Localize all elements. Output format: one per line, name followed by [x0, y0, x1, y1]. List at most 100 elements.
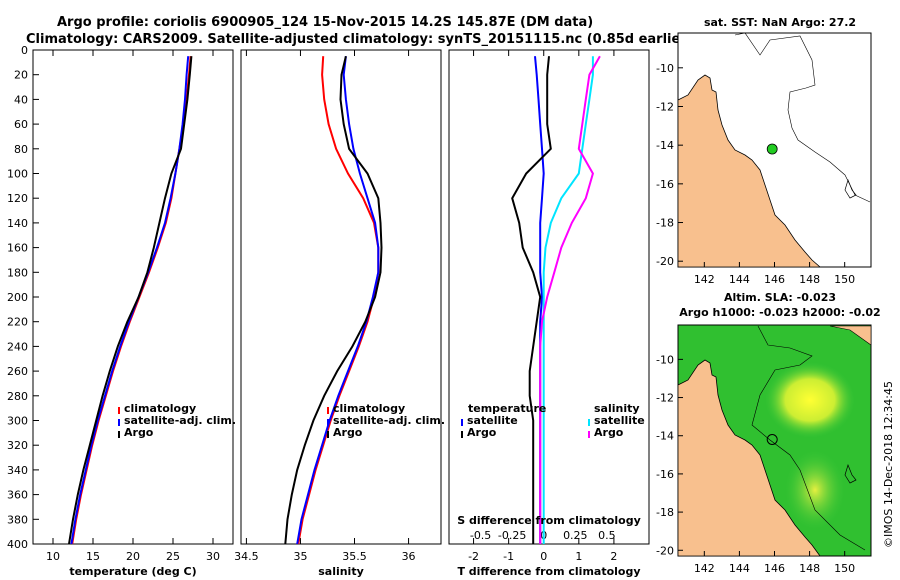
- temp-y-tick-label: 80: [14, 143, 28, 156]
- temp-y-tick-label: 300: [7, 415, 28, 428]
- map-x-tick-label: 144: [729, 273, 750, 286]
- map-y-tick-label: -10: [656, 62, 674, 75]
- difference-x-ticks: -2 -1 0 1 2: [468, 50, 617, 563]
- sla-map-title-1: Altim. SLA: -0.023: [724, 291, 836, 304]
- temperature-panel: 10 15 20 25 30 0 20 40 60 80 100 120 140 160 180 200 22…: [7, 44, 236, 578]
- temp-y-tick-label: 340: [7, 464, 28, 477]
- map-y-tick-label: -20: [656, 544, 674, 557]
- series-s-satellite: [542, 56, 594, 544]
- series-t-argo: [511, 56, 552, 544]
- sst-map-reef-island: [844, 178, 857, 199]
- title-line-2: Climatology: CARS2009. Satellite-adjuste…: [26, 32, 693, 47]
- temp-y-tick-label: 60: [14, 118, 28, 131]
- temp-y-tick-label: 120: [7, 192, 28, 205]
- temp-x-tick-label: 10: [46, 550, 60, 563]
- temp-y-tick-label: 180: [7, 266, 28, 279]
- sla-map-secondary-anomaly: [785, 450, 845, 530]
- temp-y-tick-label: 400: [7, 538, 28, 551]
- diff-secondary-tick-label: 0.5: [598, 529, 616, 542]
- temp-y-tick-label: 100: [7, 168, 28, 181]
- diff-x-tick-label: -2: [468, 550, 479, 563]
- map-y-tick-label: -14: [656, 139, 674, 152]
- map-x-tick-label: 146: [764, 273, 785, 286]
- legend-title-salinity: salinity: [594, 402, 640, 415]
- temp-y-tick-label: 380: [7, 513, 28, 526]
- temperature-x-label: temperature (deg C): [69, 565, 196, 578]
- diff-legend-label-t-argo: Argo: [467, 426, 497, 439]
- diff-x-tick-label: 2: [610, 550, 617, 563]
- map-x-tick-label: 142: [694, 562, 715, 575]
- sal-x-tick-label: 36: [402, 550, 416, 563]
- temp-y-tick-label: 200: [7, 291, 28, 304]
- sal-x-tick-label: 35: [293, 550, 307, 563]
- temp-x-tick-label: 20: [126, 550, 140, 563]
- diff-secondary-tick-label: -0.25: [498, 529, 526, 542]
- difference-lines: [511, 55, 601, 544]
- difference-secondary-x-label: S difference from climatology: [457, 514, 641, 527]
- sst-map: sat. SST: NaN Argo: 27.2 142 144 146 148 150…: [656, 16, 872, 286]
- map-x-tick-label: 150: [834, 273, 855, 286]
- sal-legend-label-satellite: satellite-adj. clim.: [333, 414, 445, 427]
- temp-x-tick-label: 25: [166, 550, 180, 563]
- sla-map-title-2: Argo h1000: -0.023 h2000: -0.02: [679, 306, 880, 319]
- diff-secondary-tick-label: -0.5: [470, 529, 491, 542]
- temp-y-tick-label: 240: [7, 340, 28, 353]
- map-y-tick-label: -12: [656, 392, 674, 405]
- diff-secondary-tick-label: 0.25: [563, 529, 588, 542]
- map-y-tick-label: -20: [656, 255, 674, 268]
- temp-y-tick-label: 20: [14, 69, 28, 82]
- diff-legend-label-s-satellite: satellite: [594, 414, 645, 427]
- sst-map-coastline-detail: [734, 32, 871, 203]
- temperature-plot-frame: [32, 49, 234, 545]
- map-x-tick-label: 144: [729, 562, 750, 575]
- map-y-tick-label: -16: [656, 178, 674, 191]
- temp-y-tick-label: 140: [7, 217, 28, 230]
- salinity-x-ticks: 34.5 35 35.5 36: [234, 50, 416, 563]
- temp-y-tick-label: 220: [7, 316, 28, 329]
- series-s-argo: [539, 55, 601, 544]
- difference-plot-frame: [448, 49, 650, 545]
- title-line-1: Argo profile: coriolis 6900905_124 15-No…: [57, 15, 593, 30]
- map-y-tick-label: -12: [656, 100, 674, 113]
- salinity-x-label: salinity: [318, 565, 364, 578]
- temp-y-tick-label: 40: [14, 93, 28, 106]
- difference-legend: temperature satellite Argo salinity sate…: [461, 402, 645, 439]
- temp-x-tick-label: 30: [206, 550, 220, 563]
- imos-credit: ©IMOS 14-Dec-2018 12:34:45: [882, 381, 895, 548]
- map-x-tick-label: 146: [764, 562, 785, 575]
- legend-label-satellite: satellite-adj. clim.: [124, 414, 236, 427]
- sal-x-tick-label: 35.5: [342, 550, 367, 563]
- map-x-tick-label: 142: [694, 273, 715, 286]
- diff-x-tick-label: 0: [540, 550, 547, 563]
- temp-y-tick-label: 280: [7, 390, 28, 403]
- temperature-x-ticks: 10 15 20 25 30: [46, 50, 220, 563]
- sst-map-ticks: 142 144 146 148 150 -10 -12 -14 -16 -18 -20: [656, 62, 855, 286]
- map-y-tick-label: -16: [656, 468, 674, 481]
- map-x-tick-label: 150: [834, 562, 855, 575]
- salinity-lines: [284, 55, 383, 545]
- series-argo: [68, 56, 193, 545]
- temp-y-tick-label: 160: [7, 242, 28, 255]
- temp-x-tick-label: 15: [86, 550, 100, 563]
- sal-legend-label-argo: Argo: [333, 426, 363, 439]
- diff-legend-label-t-satellite: satellite: [467, 414, 518, 427]
- map-y-tick-label: -10: [656, 353, 674, 366]
- sla-map: Altim. SLA: -0.023 Argo h1000: -0.023 h2…: [656, 291, 881, 575]
- temperature-lines: [68, 56, 193, 545]
- map-x-tick-label: 148: [799, 273, 820, 286]
- salinity-plot-frame: [240, 49, 442, 545]
- series-climatology: [297, 56, 380, 545]
- legend-label-climatology: climatology: [124, 402, 196, 415]
- series-satellite-adj-clim-: [296, 56, 380, 545]
- diff-legend-label-s-argo: Argo: [594, 426, 624, 439]
- temperature-legend: climatology satellite-adj. clim. Argo: [118, 402, 236, 439]
- salinity-legend: climatology satellite-adj. clim. Argo: [327, 402, 445, 439]
- difference-panel: -2 -1 0 1 2 -0.5 -0.25 0 0.25 0.5 T difference f…: [448, 49, 650, 578]
- temp-y-tick-label: 260: [7, 365, 28, 378]
- sst-map-land: [677, 74, 822, 268]
- sal-legend-label-climatology: climatology: [333, 402, 405, 415]
- map-y-tick-label: -18: [656, 217, 674, 230]
- sla-map-land: [677, 359, 821, 557]
- diff-x-tick-label: -1: [503, 550, 514, 563]
